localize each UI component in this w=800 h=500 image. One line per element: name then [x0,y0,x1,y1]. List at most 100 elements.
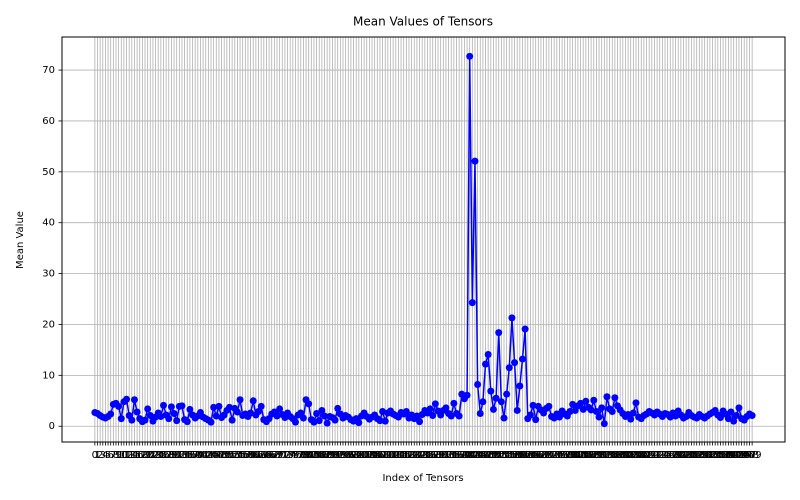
x-tick-label: 74 [284,450,297,461]
data-point [236,396,244,404]
x-tick-label: 79 [297,450,310,461]
x-tick-label: 187 [579,450,598,461]
x-tick-label: 227 [685,450,704,461]
x-tick-label: 176 [550,450,569,461]
x-tick-label: 171 [537,450,556,461]
x-tick-label: 0 [92,450,98,461]
data-point [183,418,191,426]
x-tick-label: 7 [110,450,116,461]
x-tick-label: 104 [360,450,379,461]
x-tick-label: 53 [228,450,241,461]
data-point [431,400,439,408]
x-tick-label: 52 [226,450,239,461]
x-tick-label: 240 [719,450,738,461]
x-tick-label: 194 [597,450,616,461]
data-point [429,412,437,420]
x-tick-label: 84 [310,450,323,461]
x-tick-label: 24 [152,450,165,461]
y-tick-label: 20 [42,319,55,330]
data-point [416,418,424,426]
x-tick-label: 126 [418,450,437,461]
x-tick-label: 20 [141,450,154,461]
data-point [732,412,740,420]
x-tick-label: 233 [700,450,719,461]
data-point [482,360,490,368]
data-point [299,414,307,422]
x-tick-label: 223 [674,450,693,461]
x-tick-label: 11 [118,450,131,461]
x-tick-label: 108 [370,450,389,461]
data-point [727,408,735,416]
x-tick-label: 55 [234,450,247,461]
x-tick-label: 122 [407,450,426,461]
data-point [476,410,484,418]
x-tick-label: 4 [102,450,108,461]
x-tick-label: 246 [735,450,754,461]
y-tick-label: 10 [42,370,55,381]
data-point [511,359,519,367]
x-tick-label: 170 [534,450,553,461]
x-tick-label: 185 [574,450,593,461]
x-tick-label: 204 [624,450,643,461]
x-tick-label: 134 [439,450,458,461]
x-tick-label: 77 [292,450,305,461]
x-tick-label: 67 [265,450,278,461]
x-tick-label: 213 [648,450,667,461]
x-tick-label: 231 [695,450,714,461]
data-point [474,381,482,389]
data-point [455,412,463,420]
x-tick-label: 99 [350,450,363,461]
x-tick-label: 54 [231,450,244,461]
data-point [291,418,299,426]
x-tick-label: 195 [600,450,619,461]
data-point [450,399,458,407]
x-tick-label: 130 [428,450,447,461]
x-tick-label: 145 [468,450,487,461]
x-tick-label: 230 [692,450,711,461]
data-point [503,390,511,398]
x-axis-label: Index of Tensors [382,473,463,484]
x-tick-label: 209 [637,450,656,461]
x-tick-label: 106 [365,450,384,461]
data-point [117,415,125,423]
data-point [600,420,608,428]
x-tick-label: 216 [655,450,674,461]
x-tick-label: 1 [94,450,100,461]
data-line [94,56,753,426]
x-tick-label: 118 [397,450,416,461]
x-tick-label: 211 [642,450,661,461]
x-tick-label: 206 [629,450,648,461]
x-tick-label: 128 [423,450,442,461]
data-point [484,350,492,358]
x-tick-label: 208 [634,450,653,461]
data-point [611,394,619,402]
x-tick-label: 100 [349,450,368,461]
data-point [587,406,595,414]
data-point [508,314,516,322]
data-point [526,411,534,419]
data-point [598,404,606,412]
x-tick-label: 177 [553,450,572,461]
x-tick-label: 138 [450,450,469,461]
x-tick-label: 156 [497,450,516,461]
data-point [500,414,508,422]
x-tick-label: 80 [300,450,313,461]
x-tick-label: 153 [489,450,508,461]
data-point [159,401,167,409]
x-tick-label: 51 [223,450,236,461]
x-tick-label: 159 [505,450,524,461]
x-tick-label: 191 [589,450,608,461]
x-tick-label: 18 [136,450,149,461]
x-tick-label: 244 [729,450,748,461]
data-point [146,412,154,420]
x-tick-label: 70 [273,450,286,461]
x-tick-label: 109 [373,450,392,461]
data-point [402,407,410,415]
x-tick-label: 237 [711,450,730,461]
x-tick-label: 248 [740,450,759,461]
data-point [323,419,331,427]
x-tick-label: 136 [444,450,463,461]
data-point [130,396,138,404]
data-point [215,402,223,410]
